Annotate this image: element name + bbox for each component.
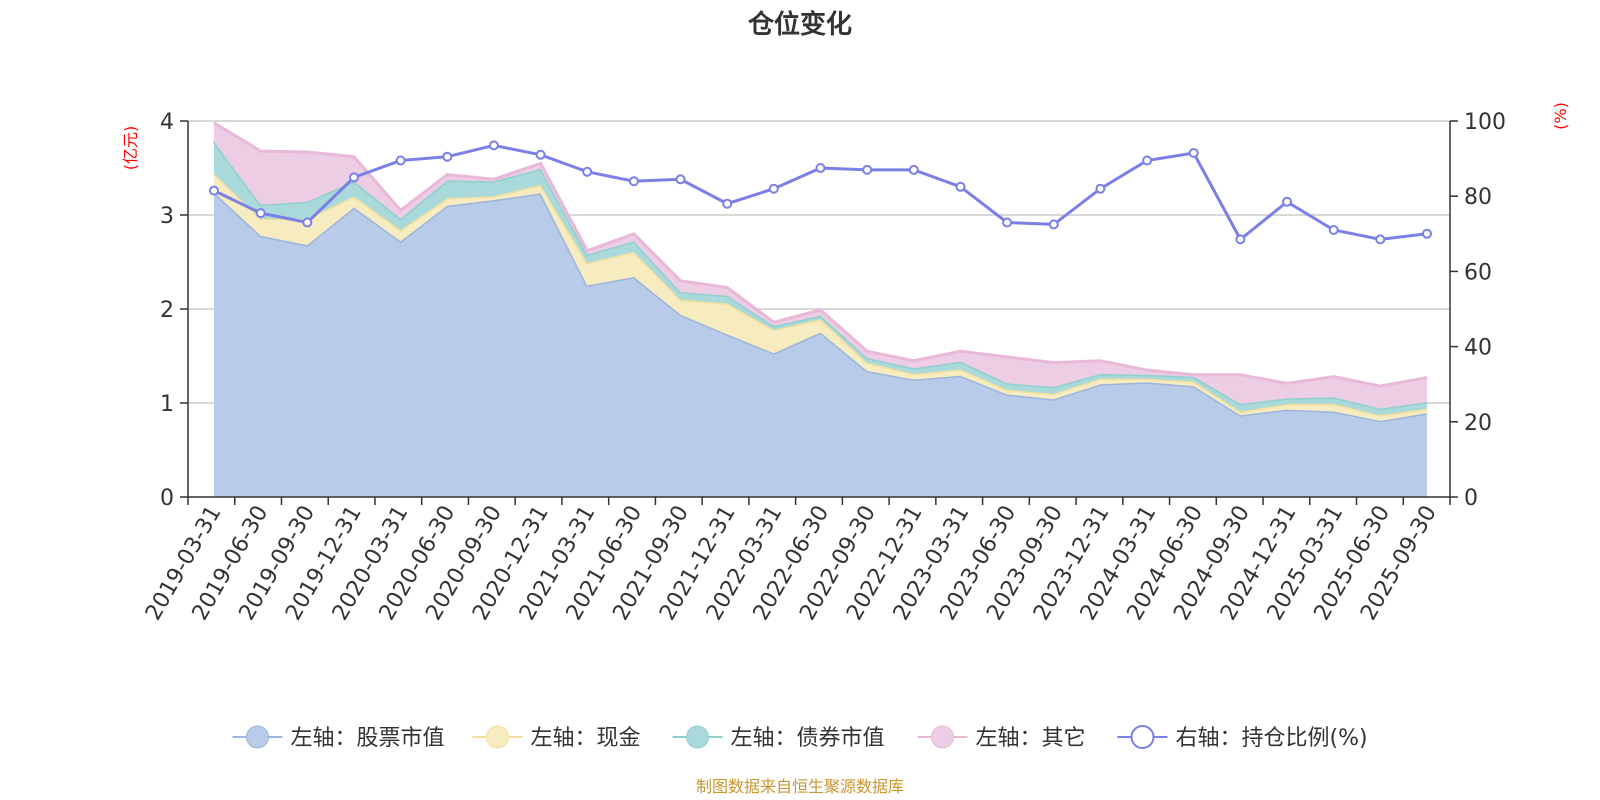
legend-swatch-marker (486, 725, 509, 749)
ratio-point (1095, 183, 1106, 194)
ratio-point (302, 217, 313, 228)
left-axis-tick-label: 0 (160, 486, 174, 511)
area-line-series-3 (213, 121, 1428, 388)
ratio-point (395, 155, 406, 166)
ratio-point (442, 151, 453, 162)
ratio-point (1375, 234, 1386, 245)
ratio-point (628, 176, 639, 187)
ratio-point (815, 163, 826, 173)
legend-swatch-marker (246, 725, 269, 749)
legend-item: 左轴：现金 (472, 725, 641, 751)
left-axis-tick-label: 3 (160, 204, 174, 229)
ratio-point (955, 181, 966, 192)
right-axis-tick-label: 0 (1464, 486, 1478, 511)
ratio-point (1328, 225, 1339, 235)
legend-item: 左轴：其它 (917, 725, 1086, 751)
ratio-point (1422, 228, 1432, 239)
ratio-point (768, 183, 779, 194)
legend-item: 左轴：债券市值 (672, 725, 885, 751)
legend-label: 左轴：其它 (976, 726, 1086, 751)
left-axis-unit: (亿元) (121, 126, 140, 171)
legend-item: 右轴：持仓比例(%) (1117, 725, 1368, 751)
stacked-areas (212, 121, 1428, 497)
right-axis-tick-label: 100 (1464, 110, 1506, 135)
left-axis-tick-label: 2 (160, 298, 174, 323)
area-series-0 (214, 192, 1427, 497)
legend-label: 右轴：持仓比例(%) (1176, 726, 1368, 751)
right-axis-unit: (%) (1551, 102, 1570, 130)
ratio-point (1002, 217, 1013, 228)
right-axis-tick-label: 20 (1464, 411, 1492, 436)
ratio-point (1282, 196, 1292, 207)
ratio-point (675, 174, 686, 185)
ratio-point (1142, 155, 1153, 166)
legend-label: 左轴：债券市值 (731, 726, 885, 751)
legend-swatch-marker (686, 725, 709, 749)
ratio-point (349, 172, 359, 183)
right-axis-tick-label: 40 (1464, 336, 1492, 361)
ratio-point (209, 185, 219, 196)
right-axis-tick-label: 60 (1464, 260, 1492, 285)
ratio-point (535, 149, 546, 160)
ratio-point (582, 166, 593, 177)
right-axis-tick-label: 80 (1464, 185, 1492, 210)
legend: 左轴：股票市值 左轴：现金 左轴：债券市值 左轴：其它 右轴：持仓比例(%) (232, 725, 1368, 751)
ratio-point (488, 140, 499, 151)
legend-swatch-marker (931, 725, 954, 749)
left-axis-tick-label: 1 (160, 392, 174, 417)
ratio-point (1048, 219, 1059, 230)
legend-label: 左轴：现金 (531, 726, 641, 751)
legend-item: 左轴：股票市值 (232, 725, 445, 751)
chart-title: 仓位变化 (747, 9, 852, 40)
holding-ratio-series (209, 140, 1432, 245)
ratio-point (1235, 234, 1246, 245)
left-axis-tick-label: 4 (160, 110, 174, 135)
ratio-point (908, 164, 919, 175)
legend-swatch-marker (1130, 725, 1155, 749)
data-source-note: 制图数据来自恒生聚源数据库 (696, 777, 904, 796)
legend-label: 左轴：股票市值 (291, 726, 445, 751)
ratio-point (862, 164, 873, 175)
ratio-point (255, 208, 266, 219)
ratio-point (722, 198, 733, 209)
ratio-point (1188, 148, 1199, 158)
